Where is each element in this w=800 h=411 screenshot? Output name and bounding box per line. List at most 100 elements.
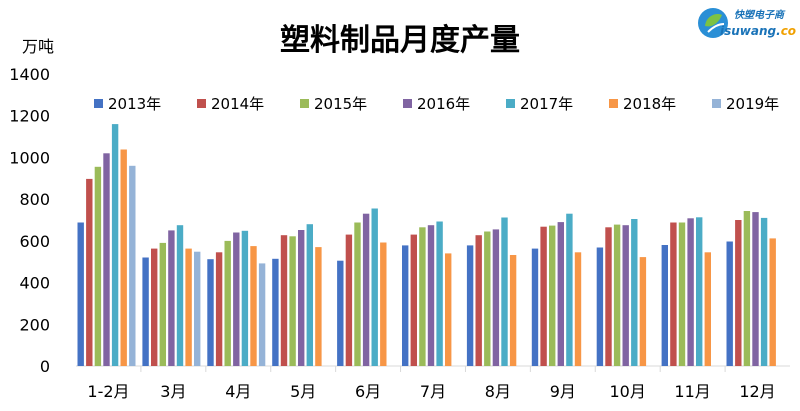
legend-swatch	[300, 99, 309, 108]
bar	[631, 219, 638, 366]
bar	[129, 165, 136, 366]
legend-swatch	[403, 99, 412, 108]
legend-swatch	[197, 99, 206, 108]
bar	[298, 230, 305, 366]
legend-label: 2017年	[520, 95, 573, 113]
legend-label: 2019年	[726, 95, 779, 113]
bar	[492, 229, 500, 366]
bar	[466, 245, 474, 366]
chart-title: 塑料制品月度产量	[280, 23, 520, 58]
bar	[207, 259, 214, 366]
x-axis-ticks: 1-2月 3月 4月 5月 6月 7月 8月 9月 10月 11月 12月	[87, 366, 776, 401]
legend-label: 2014年	[211, 95, 264, 113]
y-tick-label: 800	[19, 190, 50, 209]
bar	[752, 212, 759, 366]
bar	[120, 149, 127, 366]
y-tick-label: 600	[19, 232, 50, 251]
bar	[280, 235, 288, 366]
legend: 2013年 2014年 2015年 2016年 2017年 2018年 2019年	[94, 95, 779, 113]
bar	[371, 208, 378, 366]
x-tick-label: 9月	[550, 382, 576, 401]
logo-url: isuwang.co	[720, 24, 797, 38]
bar	[743, 211, 751, 366]
bar	[484, 231, 491, 366]
bar	[345, 234, 353, 366]
bar	[402, 245, 409, 366]
x-tick-label: 6月	[355, 382, 381, 401]
bar	[159, 242, 166, 366]
bar	[176, 225, 184, 366]
bar	[362, 213, 370, 366]
y-axis-unit-label: 万吨	[22, 37, 54, 56]
bar	[540, 226, 547, 366]
x-tick-label: 10月	[610, 382, 646, 401]
bar	[111, 124, 119, 366]
bar	[241, 230, 249, 366]
bar	[557, 222, 564, 366]
bar	[436, 221, 443, 366]
bar	[215, 252, 223, 366]
bar	[704, 252, 711, 366]
plot-area	[76, 124, 790, 367]
legend-swatch	[506, 99, 515, 108]
x-tick-label: 1-2月	[87, 382, 129, 401]
bar	[168, 230, 175, 366]
legend-label: 2018年	[623, 95, 676, 113]
bar	[86, 178, 93, 366]
legend-swatch	[609, 99, 618, 108]
bar	[337, 260, 344, 366]
bar	[289, 236, 296, 366]
bar	[77, 222, 84, 366]
bar	[103, 153, 110, 366]
bar	[596, 247, 604, 366]
legend-swatch	[94, 99, 103, 108]
brand-logo: 快塑电子商 isuwang.co	[694, 4, 800, 46]
x-tick-label: 3月	[160, 382, 186, 401]
bar	[687, 218, 694, 366]
x-tick-label: 4月	[225, 382, 251, 401]
y-tick-label: 1200	[9, 107, 50, 126]
bar	[233, 232, 240, 366]
bar	[380, 242, 387, 366]
bar	[250, 246, 257, 366]
bar	[151, 248, 158, 366]
bar	[142, 257, 149, 366]
bar	[639, 257, 647, 366]
bar	[531, 248, 539, 366]
legend-label: 2013年	[108, 95, 161, 113]
leaf-logo-icon	[698, 8, 728, 38]
y-tick-label: 1000	[9, 148, 50, 167]
bar	[272, 258, 279, 366]
bar	[445, 253, 452, 366]
bar	[605, 227, 612, 366]
bar	[760, 217, 768, 366]
legend-label: 2016年	[417, 95, 470, 113]
bar	[475, 235, 482, 366]
x-tick-label: 5月	[290, 382, 316, 401]
bar	[419, 227, 426, 366]
bar	[574, 252, 582, 366]
bar	[769, 238, 776, 366]
bar	[410, 234, 417, 366]
bar	[224, 240, 231, 366]
bar	[549, 225, 556, 366]
y-axis-ticks: 0 200 400 600 800 1000 1200 1400	[9, 65, 50, 376]
bar	[622, 225, 629, 366]
bar	[354, 222, 361, 366]
x-tick-label: 7月	[420, 382, 446, 401]
y-tick-label: 0	[40, 357, 50, 376]
bar	[696, 217, 703, 366]
legend-label: 2015年	[314, 95, 367, 113]
logo-name: 快塑电子商	[734, 10, 784, 21]
y-tick-label: 200	[19, 315, 50, 334]
bar	[94, 166, 102, 366]
bar	[509, 255, 517, 366]
bar	[613, 224, 621, 366]
bar	[306, 224, 313, 366]
x-tick-label: 12月	[739, 382, 775, 401]
bar	[258, 263, 266, 366]
bar	[315, 247, 322, 366]
bar	[678, 222, 686, 366]
bar	[185, 248, 192, 366]
